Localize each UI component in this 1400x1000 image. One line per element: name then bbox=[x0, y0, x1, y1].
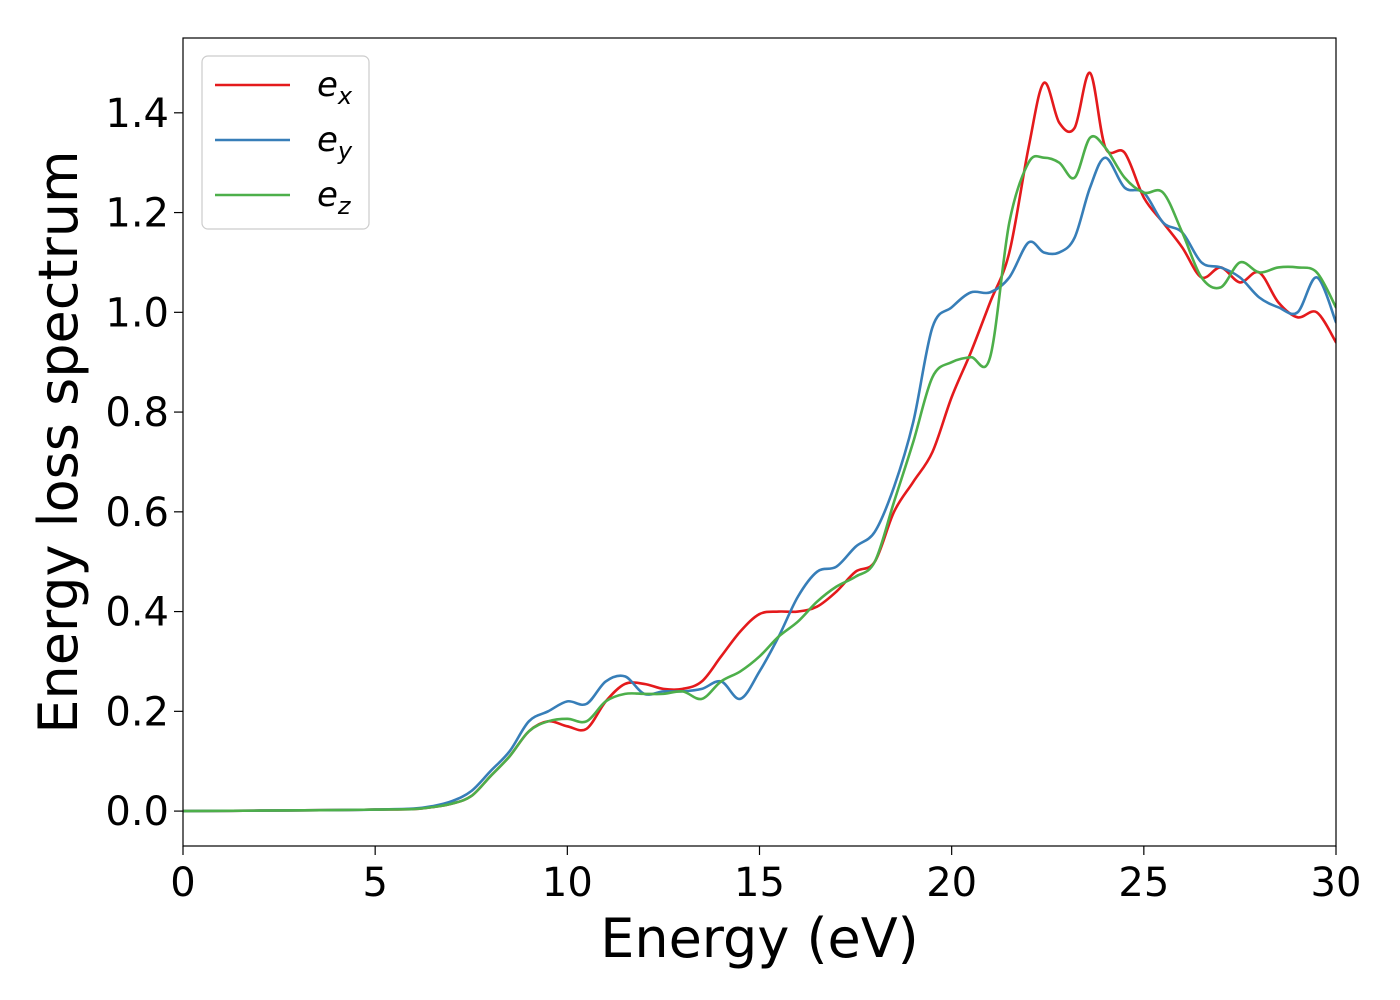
legend-frame bbox=[201, 55, 370, 230]
y-tick-label: 0.8 bbox=[105, 390, 169, 436]
legend-label-z: ez bbox=[317, 175, 352, 220]
x-tick-label: 10 bbox=[542, 860, 593, 906]
y-axis-label: Energy loss spectrum bbox=[27, 150, 90, 733]
x-tick-label: 25 bbox=[1118, 860, 1169, 906]
y-tick-label: 1.0 bbox=[105, 290, 169, 336]
y-tick-label: 0.4 bbox=[105, 590, 169, 636]
legend: ex ey ez bbox=[201, 55, 370, 230]
x-tick-label: 15 bbox=[734, 860, 785, 906]
x-axis-label: Energy (eV) bbox=[600, 907, 919, 970]
legend-label-y: ey bbox=[317, 120, 353, 165]
y-tick-label: 1.4 bbox=[105, 91, 169, 137]
x-tick-label: 20 bbox=[926, 860, 977, 906]
y-tick-label: 0.0 bbox=[105, 789, 169, 835]
series-layer bbox=[183, 71, 1336, 813]
x-tick-label: 5 bbox=[362, 860, 387, 906]
y-tick-label: 0.6 bbox=[105, 490, 169, 536]
y-tick-label: 1.2 bbox=[105, 191, 169, 237]
legend-label-x: ex bbox=[317, 65, 353, 110]
x-tick-label: 30 bbox=[1311, 860, 1362, 906]
series-line-y bbox=[183, 156, 1336, 813]
series-line-z bbox=[183, 134, 1336, 813]
x-tick-label: 0 bbox=[170, 860, 195, 906]
ticks-layer: 0 5 10 15 20 25 30 0.0 0.2 0.4 0.6 0.8 1.0 1.2 1.4 bbox=[105, 91, 1361, 906]
y-tick-label: 0.2 bbox=[105, 689, 169, 735]
